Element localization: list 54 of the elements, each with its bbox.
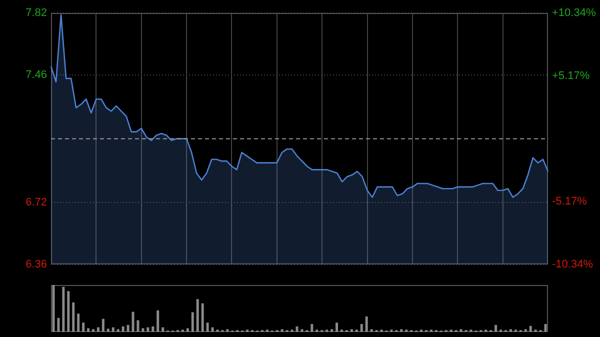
bar [67,291,70,332]
bar [211,327,214,332]
y2-tick-label: +5.17% [552,70,590,82]
bar [206,322,209,332]
bar [152,326,154,332]
bar [87,328,90,332]
bar [72,302,75,332]
bar [360,324,363,332]
bar [280,329,284,332]
bar [336,322,338,332]
bar [57,318,60,332]
y2-tick-label: -5.17% [552,196,588,208]
bar [106,328,110,332]
bar [296,326,298,332]
bar [146,327,150,332]
bar [62,286,65,332]
y-tick-label: 6.72 [26,196,47,208]
bar [544,324,547,332]
bar [494,324,498,332]
y2-tick-label: -10.34% [552,258,594,270]
bar [77,314,80,332]
bar [136,320,140,332]
y-tick-label: 7.46 [26,69,47,82]
bar [524,329,527,332]
bar [460,329,462,332]
bar [226,329,229,332]
bar [370,329,373,332]
bar [82,322,85,332]
bar [116,329,120,332]
bar [156,310,160,332]
bar [330,329,334,332]
bar [102,318,104,332]
y-tick-label: 6.36 [26,258,47,270]
bar [365,316,368,332]
bar [96,327,100,332]
bar [400,329,403,332]
y-tick-label: 7.82 [26,7,47,20]
bar [122,326,124,332]
bar [300,329,304,332]
bar [142,328,144,332]
bar [196,299,199,332]
bar [201,303,204,332]
bar [310,324,314,332]
bar [191,312,194,332]
bar [112,327,114,332]
bar [162,327,164,332]
bar [92,329,94,332]
bar [509,329,512,332]
bar [52,285,55,332]
bar [126,324,130,332]
bar [529,326,532,332]
y2-tick-label: +10.34% [552,7,596,20]
bar [186,328,189,332]
bar [350,329,353,332]
